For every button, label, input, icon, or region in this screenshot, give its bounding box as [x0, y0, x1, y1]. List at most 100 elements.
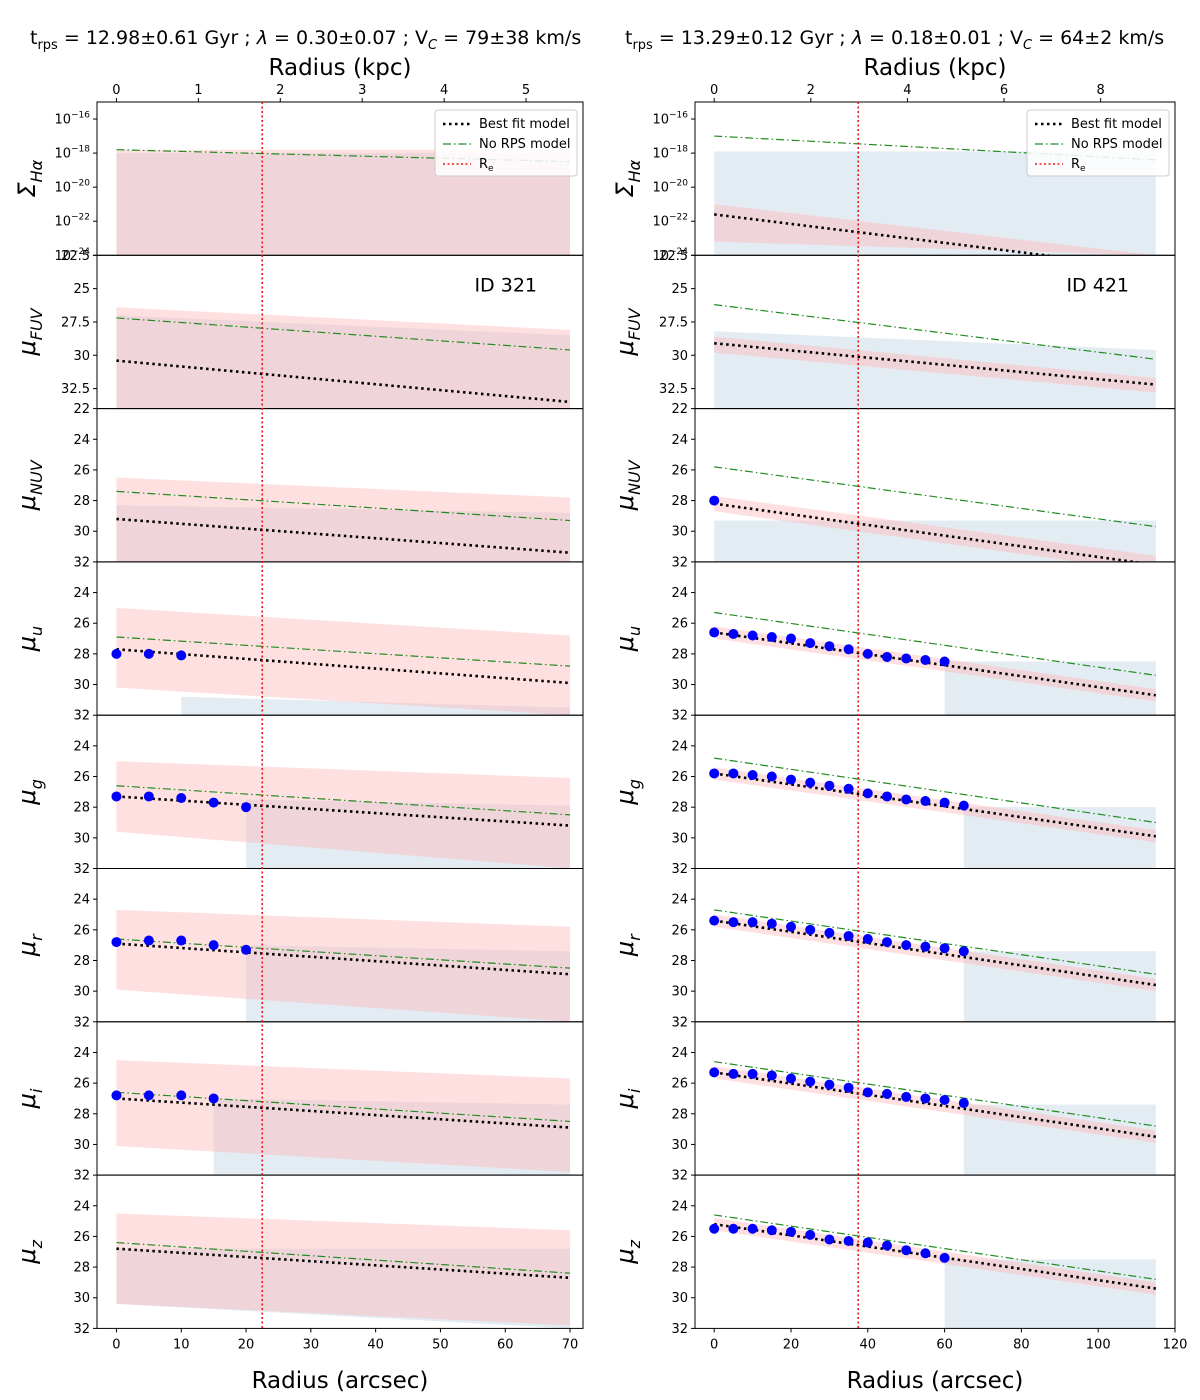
- right-u-data-point: [862, 648, 873, 659]
- right-z-best-fit-line: [714, 1222, 1156, 1290]
- left-i-ytick-label: 26: [73, 1077, 90, 1092]
- right-FUV-observation-band: [714, 331, 1156, 409]
- right-r-data-point: [920, 941, 931, 952]
- left-NUV-ytick-label: 22: [73, 402, 90, 417]
- right-NUV-observation-band: [714, 520, 1156, 562]
- left-FUV-ytick-label: 22.5: [61, 249, 90, 264]
- left-r-ytick-label: 28: [73, 954, 90, 969]
- right-r-ytick-label: 30: [671, 985, 688, 1000]
- left-g-ytick-label: 32: [73, 862, 90, 877]
- left-u-ytick-label: 26: [73, 617, 90, 632]
- left-NUV-ytick-label: 32: [73, 555, 90, 570]
- right-z-data-point: [805, 1229, 816, 1240]
- right-z-ylabel: μz: [611, 1239, 644, 1264]
- right-g-ytick-label: 28: [671, 801, 688, 816]
- right-r-data-point: [862, 934, 873, 945]
- right-FUV-ytick-label: 30: [671, 349, 688, 364]
- right-i-ytick-label: 28: [671, 1107, 688, 1122]
- left-panel-u-content: [111, 607, 571, 716]
- right-FUV-ytick-label: 32.5: [659, 382, 688, 397]
- right-z-data-point: [786, 1226, 796, 1237]
- right-g-observation-band: [963, 807, 1156, 869]
- right-panel-z: 24 26 28 30 32 μz: [611, 1174, 1176, 1337]
- left-u-data-point: [111, 648, 122, 659]
- right-u-data-point: [901, 653, 912, 664]
- right-xtick-label: 0: [710, 1337, 718, 1352]
- left-xtick-label: 50: [432, 1337, 449, 1352]
- right-title: trps = 13.29±0.12 Gyr ; λ = 0.18±0.01 ; …: [625, 27, 1164, 53]
- right-r-data-point: [709, 915, 720, 926]
- left-i-data-point: [176, 1090, 187, 1101]
- right-panel-r-content: [709, 909, 1156, 1022]
- left-g-observation-band: [246, 799, 571, 869]
- right-i-data-point: [920, 1093, 931, 1104]
- right-u-ytick-label: 32: [671, 709, 688, 724]
- left-r-data-point: [111, 937, 122, 948]
- left-FUV-no-rps-line: [116, 317, 571, 351]
- left-u-data-point: [176, 650, 187, 661]
- left-g-ytick-label: 24: [73, 739, 90, 754]
- right-u-data-point: [728, 628, 739, 639]
- left-legend-best-fit-label: Best fit model: [479, 117, 570, 132]
- right-i-data-point: [805, 1076, 816, 1087]
- right-z-ytick-label: 32: [671, 1322, 688, 1337]
- right-x2tick-label: 2: [807, 83, 815, 98]
- right-g-no-rps-line: [714, 757, 1156, 824]
- right-i-data-point: [766, 1070, 777, 1081]
- left-FUV-ylabel: μFUV: [13, 307, 46, 356]
- left-xtick-label: 40: [367, 1337, 384, 1352]
- left-panel-i-content: [111, 1060, 571, 1176]
- right-z-observation-band: [944, 1259, 1156, 1329]
- right-i-ytick-label: 24: [671, 1046, 688, 1061]
- left-u-ytick-label: 24: [73, 586, 90, 601]
- left-Ha-ylabel: ΣHα: [13, 159, 46, 197]
- right-g-data-point: [901, 794, 912, 805]
- left-r-model-band: [116, 909, 571, 1022]
- right-i-best-fit-line: [714, 1071, 1156, 1139]
- right-r-data-point: [747, 917, 758, 928]
- left-r-ytick-label: 32: [73, 1015, 90, 1030]
- right-u-data-point: [843, 644, 854, 655]
- right-panel-NUV-content: [709, 466, 1156, 562]
- right-Ha-ytick-label: 10−20: [652, 179, 688, 196]
- right-u-data-point: [920, 655, 931, 666]
- left-u-ylabel: μu: [13, 626, 46, 652]
- right-z-data-point: [728, 1223, 739, 1234]
- left-NUV-ylabel: μNUV: [13, 459, 46, 511]
- left-g-ytick-label: 28: [73, 801, 90, 816]
- left-g-best-fit-line: [116, 795, 571, 827]
- right-i-data-point: [882, 1088, 892, 1099]
- left-i-best-fit-line: [116, 1097, 571, 1129]
- right-xtick-label: 120: [1163, 1337, 1188, 1352]
- right-z-ytick-label: 30: [671, 1291, 688, 1306]
- right-g-ytick-label: 30: [671, 831, 688, 846]
- left-FUV-ytick-label: 30: [73, 349, 90, 364]
- right-FUV-ytick-label: 25: [671, 282, 688, 297]
- right-g-best-fit-line: [714, 772, 1156, 838]
- right-FUV-ytick-label: 27.5: [659, 315, 688, 330]
- right-NUV-ytick-label: 26: [671, 463, 688, 478]
- left-NUV-ytick-label: 26: [73, 463, 90, 478]
- left-bottom-axis-label: Radius (arcsec): [252, 1368, 429, 1394]
- left-r-ytick-label: 30: [73, 985, 90, 1000]
- left-r-ylabel: μr: [13, 933, 46, 957]
- right-z-data-point: [766, 1225, 777, 1236]
- right-panel-FUV: 22.5 25 27.5 30 32.5 μFUV: [611, 249, 1176, 410]
- left-i-ytick-label: 28: [73, 1107, 90, 1122]
- left-NUV-no-rps-line: [116, 490, 571, 522]
- right-u-data-point: [709, 627, 720, 638]
- right-u-data-point: [747, 630, 758, 641]
- right-g-data-point: [766, 771, 777, 782]
- left-FUV-model-band: [116, 307, 571, 409]
- right-r-data-point: [901, 940, 912, 951]
- right-i-data-point: [901, 1091, 912, 1102]
- right-FUV-ylabel: μFUV: [611, 307, 644, 356]
- right-panel-Ha-content: [714, 135, 1156, 256]
- left-panel-NUV-content: [116, 477, 571, 562]
- left-z-ytick-label: 30: [73, 1291, 90, 1306]
- left-u-no-rps-line: [116, 636, 571, 667]
- left-x2tick-label: 3: [358, 83, 366, 98]
- right-NUV-model-band: [714, 495, 1156, 562]
- left-panel-NUV: 22 24 26 28 30 32 μNUV: [13, 402, 584, 570]
